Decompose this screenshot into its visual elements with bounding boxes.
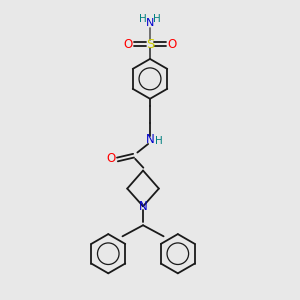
- Text: H: H: [155, 136, 162, 146]
- Text: O: O: [106, 152, 116, 165]
- Text: N: N: [146, 133, 155, 146]
- Text: O: O: [167, 38, 177, 51]
- Text: N: N: [146, 18, 154, 28]
- Text: H: H: [139, 14, 147, 24]
- Text: N: N: [139, 200, 147, 213]
- Text: H: H: [153, 14, 161, 24]
- Text: S: S: [146, 38, 154, 51]
- Text: O: O: [123, 38, 133, 51]
